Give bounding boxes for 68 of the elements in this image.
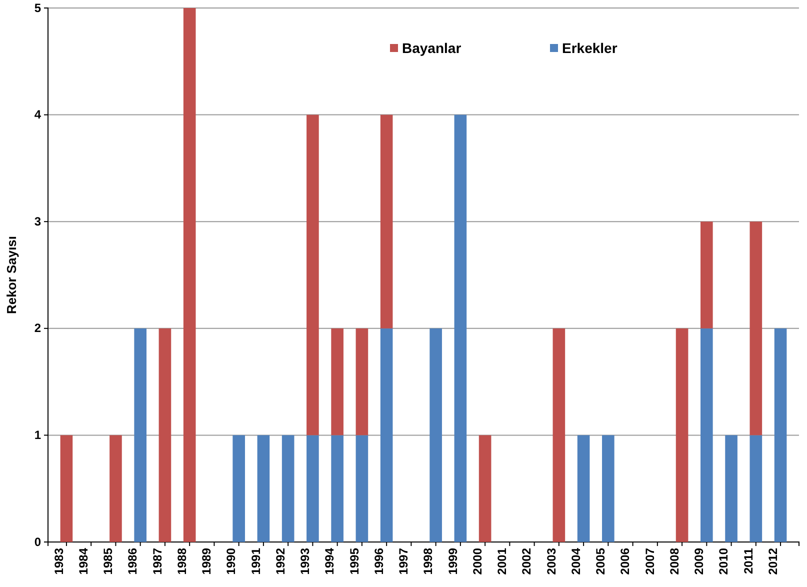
y-tick-label: 5 [34,0,42,15]
bar [380,114,393,328]
bar [331,435,344,542]
x-tick-label: 1994 [322,548,337,575]
bar [750,222,762,436]
bar [725,435,738,542]
legend-label: Erkekler [562,40,618,56]
bar [700,328,713,542]
x-tick-label: 2003 [544,548,558,575]
bar [257,435,270,542]
x-tick-label: 2001 [495,548,510,575]
x-tick-label: 1998 [421,548,436,575]
x-tick-label: 2009 [692,548,706,575]
y-tick-label: 3 [34,214,42,228]
y-tick-label: 0 [34,534,42,549]
x-tick-label: 2002 [520,548,534,575]
x-tick-label: 1993 [298,548,312,575]
bar [60,435,73,542]
bar [356,328,368,436]
x-tick-label: 1989 [200,548,214,575]
bar [552,328,566,542]
x-tick-label: 1992 [273,548,288,575]
x-tick-label: 1996 [372,548,386,575]
y-axis-title: Rekor Sayısı [4,236,19,314]
x-tick-label: 1986 [126,548,140,575]
bar [134,328,146,542]
bar [158,328,172,542]
x-tick-label: 1985 [101,548,116,575]
x-tick-label: 2010 [716,548,731,575]
bar [380,328,393,542]
bar [306,114,319,436]
bar [306,435,319,542]
bar [356,435,368,542]
bar [774,328,787,542]
bar [430,328,442,542]
bar [331,328,344,436]
bar [232,435,245,542]
bar [577,435,590,542]
legend-label: Bayanlar [402,40,462,56]
y-tick-label: 1 [34,428,42,442]
x-tick-label: 1983 [52,548,66,575]
x-tick-label: 2000 [470,548,484,575]
bar [183,8,196,542]
x-tick-label: 1995 [347,548,362,575]
x-tick-label: 2012 [766,548,780,575]
bar [700,222,713,328]
bar [478,435,492,542]
x-tick-label: 1991 [248,548,263,575]
bar [602,435,614,542]
x-tick-label: 2011 [741,548,756,574]
y-tick-label: 2 [34,321,42,336]
x-tick-label: 1988 [174,548,189,575]
x-tick-label: 2007 [642,548,657,575]
x-tick-label: 1990 [224,548,238,575]
x-tick-label: 2008 [667,548,682,575]
x-tick-label: 2005 [594,548,608,575]
bar [454,114,467,542]
bar [282,435,294,542]
y-tick-label: 4 [34,108,42,122]
x-tick-label: 1997 [396,548,411,575]
x-tick-label: 2004 [568,548,583,575]
x-tick-label: 1987 [150,548,164,575]
bar [676,328,688,542]
x-tick-label: 1999 [446,548,460,575]
x-tick-label: 2006 [618,548,632,575]
x-tick-label: 1984 [76,548,90,575]
bar [110,435,122,542]
bar [750,435,762,542]
